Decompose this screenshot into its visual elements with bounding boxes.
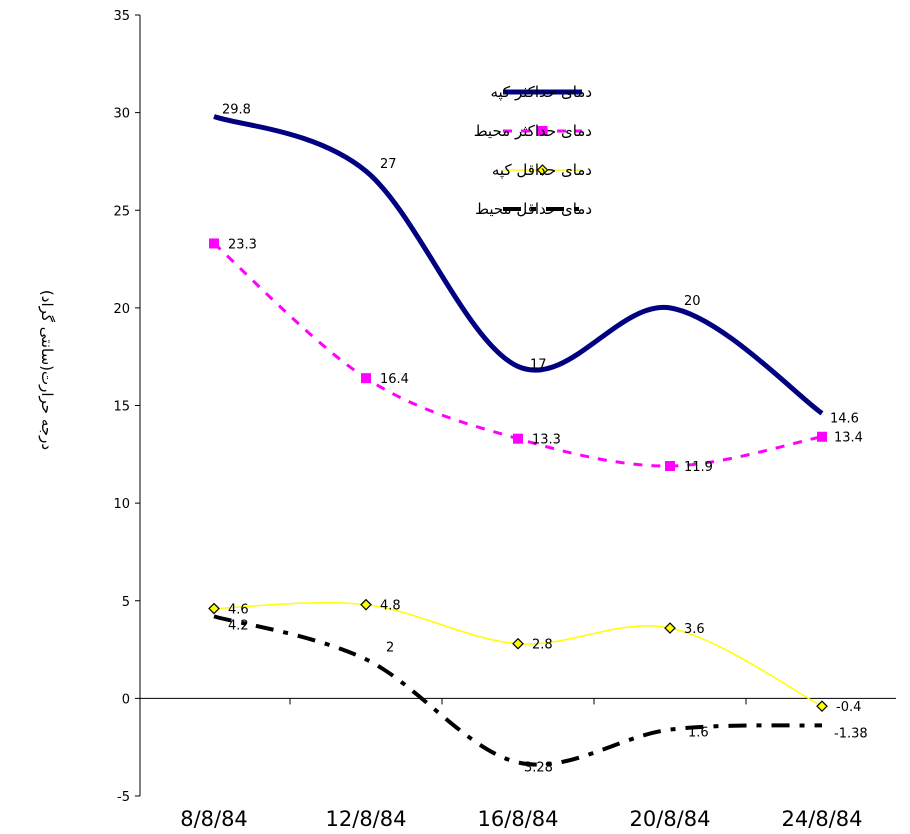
series-2-data-label: 23.3 [228,237,257,252]
series-2-marker [817,431,827,442]
series-3-data-label: -0.4 [836,700,861,715]
y-tick-label: -5 [117,790,130,805]
series-line-1 [213,114,824,416]
legend-marker-2 [537,126,548,136]
y-tick-label: 15 [113,400,130,415]
series-1-data-label: 14.6 [830,411,859,426]
legend-label-2: دمای حداکثر محیط [474,122,592,140]
y-tick-label: 20 [113,302,130,317]
legend-label-4: دمای حداقل محیط [475,200,592,218]
legend-label-1: دمای حداکثر کپه [490,83,592,102]
series-1-data-label: 17 [530,357,547,372]
series-2-marker [209,238,219,249]
chart-legend: دمای حداکثر کپه دمای حداکثر محیط دمای حداق… [474,83,592,218]
series-2-marker [665,461,675,472]
x-tick-label: 8/8/84 [180,807,248,831]
series-3-data-label: 4.8 [380,599,401,614]
y-tick-label: 5 [122,595,130,610]
series-2-marker [361,373,371,384]
series-3-marker [816,700,828,713]
series-2-marker [513,433,523,444]
y-tick-label: 0 [122,692,130,707]
series-1-data-label: 20 [684,294,701,309]
series-4-data-label: 1.6 [688,726,709,741]
series-3-data-label: 4.6 [228,603,249,618]
series-4-data-label: 3.28 [524,760,553,775]
chart-data-labels: 29.8 27 17 20 14.6 23.3 16.4 13.3 11.9 13.4 4.6 4.8… [222,103,868,776]
series-4-data-label: 4.2 [228,618,249,633]
series-3-marker [208,602,220,615]
y-axis-label: درجه حرارت(سانتی گراد) [38,290,56,450]
y-tick-label: 25 [113,204,130,219]
legend-marker-3 [536,164,549,176]
x-tick-label: 24/8/84 [782,807,863,831]
series-4-data-label: -1.38 [834,726,868,741]
series-3-data-label: 2.8 [532,638,553,653]
chart-axes: -5 0 5 10 15 20 25 30 35 8/8/84 12/8/84 16/8/84 20/8… [113,9,896,831]
series-2-data-label: 13.3 [532,433,561,448]
series-3-marker [512,637,524,650]
y-tick-label: 10 [113,497,130,512]
series-2-data-label: 11.9 [684,460,713,475]
series-2-data-label: 13.4 [834,431,863,446]
series-2-data-label: 16.4 [380,372,409,387]
y-tick-label: 35 [113,9,130,24]
series-1-data-label: 29.8 [222,103,251,118]
legend-label-3: دمای حداقل کپه [492,161,592,180]
x-tick-label: 16/8/84 [478,807,559,831]
x-tick-label: 12/8/84 [326,807,407,831]
chart-series-markers [208,238,828,713]
y-tick-label: 30 [113,107,130,122]
series-3-marker [664,622,676,634]
series-3-marker [360,598,372,611]
series-4-data-label: 2 [386,640,394,655]
x-tick-label: 20/8/84 [630,807,711,831]
series-1-data-label: 27 [380,157,397,172]
series-line-3 [213,601,823,707]
series-line-2 [213,242,823,468]
series-3-data-label: 3.6 [684,622,705,637]
